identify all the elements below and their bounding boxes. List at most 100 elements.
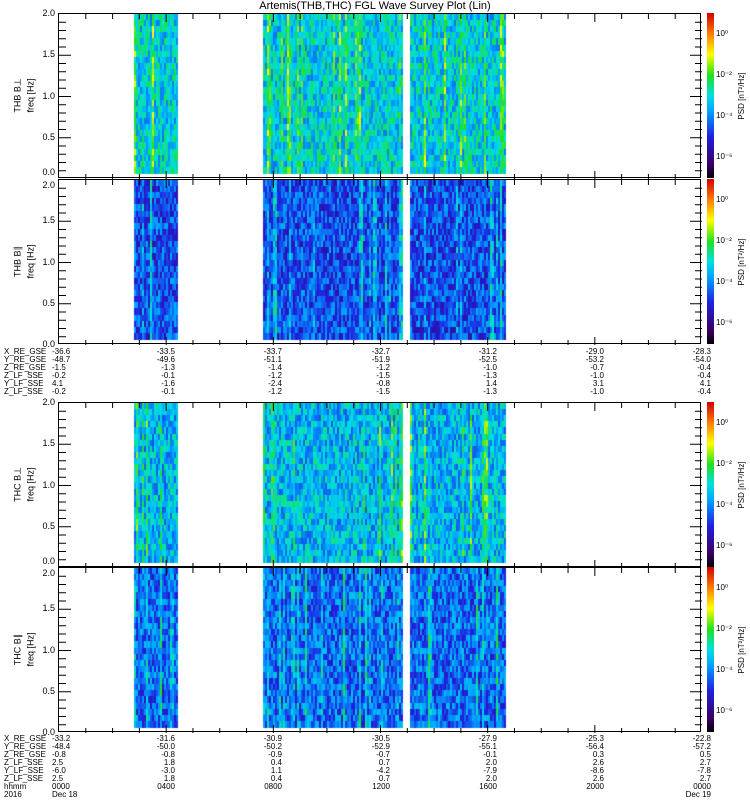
ephemeris-labels: X_RE_GSE Y_RE_GSE Z_RE_GSE Z_LF_SSE Y_LF_SSE… <box>4 348 46 396</box>
ephemeris-value: -3.0 <box>161 766 175 775</box>
ephemeris-value: -1.5 <box>52 363 66 372</box>
ephemeris-value: -0.4 <box>697 371 711 380</box>
y-tick-label: 0.5 <box>42 520 55 531</box>
ephemeris-value: 2.5 <box>52 774 64 783</box>
ephemeris-value: 4.1 <box>699 379 711 388</box>
ephemeris-value: -1.3 <box>483 387 497 396</box>
ephemeris-value: -0.8 <box>52 750 66 759</box>
ephemeris-value <box>242 791 282 799</box>
ephemeris-column: -28.3 -54.0 -0.4 -0.4 4.1 -0.4 <box>671 348 711 396</box>
spectrogram-panel-4 <box>58 567 702 733</box>
colorbar-tick-label: 10⁻⁶ <box>716 152 733 162</box>
ephemeris-value: -50.2 <box>263 742 282 751</box>
ephemeris-value: -32.7 <box>371 347 390 356</box>
y-tick-label: 1.5 <box>42 438 55 449</box>
ephemeris-label: Z_LF_SSE <box>4 387 44 396</box>
ephemeris-value: Dec 19 <box>685 790 711 799</box>
ephemeris-value: -36.6 <box>52 347 71 356</box>
ephemeris-column: -30.9 -50.2 -0.9 0.4 1.1 0.4 0800 <box>242 735 282 799</box>
colorbar-tick-label: 10⁻² <box>716 623 732 633</box>
ephemeris-column: -33.5 -49.6 -1.3 -0.1 -1.6 -0.1 <box>135 348 175 396</box>
ephemeris-value: 2.6 <box>592 758 604 767</box>
ephemeris-value: 0400 <box>157 782 175 791</box>
ephemeris-label: hhmm <box>4 782 27 791</box>
y-tick-label: 1.5 <box>42 603 55 614</box>
plot-title: Artemis(THB,THC) FGL Wave Survey Plot (L… <box>259 0 491 12</box>
spectrogram-panel-1 <box>58 13 702 179</box>
ephemeris-value: -1.3 <box>483 371 497 380</box>
colorbar-tick-label: 10⁰ <box>716 194 729 204</box>
axis-ticks <box>59 180 702 345</box>
y-tick-label: 0.0 <box>42 339 55 349</box>
ephemeris-label: Z_LF_SSE <box>4 371 44 380</box>
ephemeris-value: -51.9 <box>371 355 390 364</box>
y-tick-label: 1.0 <box>42 479 55 490</box>
ephemeris-label: Z_LF_SSE <box>4 774 44 783</box>
ephemeris-value: -51.1 <box>263 355 282 364</box>
spectrogram-image <box>59 180 702 345</box>
ephemeris-value: -27.9 <box>478 734 497 743</box>
ephemeris-value: -30.5 <box>371 734 390 743</box>
ephemeris-column: -30.5 -52.9 -0.7 0.7 -4.2 0.7 1200 <box>350 735 390 799</box>
ephemeris-value: -53.2 <box>585 355 604 364</box>
ephemeris-value: -1.2 <box>268 387 282 396</box>
y-tick-label: 1.0 <box>42 90 55 101</box>
y-tick-label: 0.5 <box>42 131 55 142</box>
ephemeris-column: -31.6 -50.0 -0.8 1.8 -3.0 1.8 0400 <box>135 735 175 799</box>
ephemeris-value: -7.9 <box>483 766 497 775</box>
colorbar-tick-label: 10⁻⁶ <box>716 541 733 551</box>
ephemeris-label: Y_RE_GSE <box>4 355 47 364</box>
y-tick-label: 2.0 <box>42 180 55 190</box>
ephemeris-value: 2000 <box>586 782 604 791</box>
ephemeris-value: -1.0 <box>590 371 604 380</box>
ephemeris-value: -0.2 <box>52 387 66 396</box>
ephemeris-value: -52.9 <box>371 742 390 751</box>
ephemeris-value: 0.5 <box>699 750 711 759</box>
colorbar <box>707 567 714 732</box>
ephemeris-value: 3.1 <box>592 379 604 388</box>
ephemeris-value: -33.7 <box>263 347 282 356</box>
ephemeris-label: Z_LF_SSE <box>4 758 44 767</box>
colorbar-tick-label: 10⁻⁴ <box>716 665 733 675</box>
ephemeris-value: -57.2 <box>692 742 711 751</box>
colorbar-tick-label: 10⁻⁶ <box>716 706 733 716</box>
ephemeris-value: -48.7 <box>52 355 71 364</box>
ephemeris-value: -0.1 <box>161 371 175 380</box>
y-tick-label: 0.0 <box>42 167 55 177</box>
ephemeris-column: -22.8 -57.2 0.5 2.7 -7.8 2.7 0000 Dec 19 <box>671 735 711 799</box>
ephemeris-value: -25.3 <box>585 734 604 743</box>
ephemeris-column: -31.2 -52.5 -1.0 -1.3 1.4 -1.3 <box>457 348 497 396</box>
ephemeris-label: Z_RE_GSE <box>4 363 46 372</box>
ephemeris-value: -1.5 <box>376 387 390 396</box>
ephemeris-value: -1.0 <box>590 387 604 396</box>
ephemeris-labels: X_RE_GSE Y_RE_GSE Z_RE_GSE Z_LF_SSE Y_LF_SSE… <box>4 735 46 799</box>
panel-label: THB B⊥ <box>12 77 23 113</box>
ephemeris-value: 1600 <box>479 782 497 791</box>
ephemeris-value: 1.4 <box>485 379 497 388</box>
colorbar <box>707 179 714 344</box>
colorbar-tick-label: 10⁻² <box>716 69 732 79</box>
ephemeris-value: -1.4 <box>268 363 282 372</box>
ephemeris-value <box>350 791 390 799</box>
y-axis-unit: freq [Hz] <box>25 78 36 113</box>
ephemeris-label: Z_RE_GSE <box>4 750 46 759</box>
ephemeris-column: -32.7 -51.9 -1.2 -1.5 -0.8 -1.5 <box>350 348 390 396</box>
colorbar-label: PSD [nT²/Hz] <box>737 460 746 509</box>
colorbar <box>707 402 714 567</box>
spectrogram-panel-3 <box>58 402 702 568</box>
ephemeris-value: 0800 <box>264 782 282 791</box>
ephemeris-value: -2.4 <box>268 379 282 388</box>
axis-ticks <box>59 14 702 179</box>
ephemeris-value: -0.8 <box>161 750 175 759</box>
y-axis-unit: freq [Hz] <box>25 244 36 279</box>
colorbar-tick-label: 10⁰ <box>716 28 729 38</box>
ephemeris-value <box>564 791 604 799</box>
ephemeris-column: -36.6 -48.7 -1.5 -0.2 4.1 -0.2 <box>52 348 70 396</box>
ephemeris-value: 0000 <box>52 782 70 791</box>
ephemeris-value: -22.8 <box>692 734 711 743</box>
ephemeris-label: Y_RE_GSE <box>4 742 47 751</box>
ephemeris-value: 2.0 <box>485 774 497 783</box>
ephemeris-value: -0.7 <box>376 750 390 759</box>
ephemeris-value: -54.0 <box>692 355 711 364</box>
ephemeris-value: -55.1 <box>478 742 497 751</box>
